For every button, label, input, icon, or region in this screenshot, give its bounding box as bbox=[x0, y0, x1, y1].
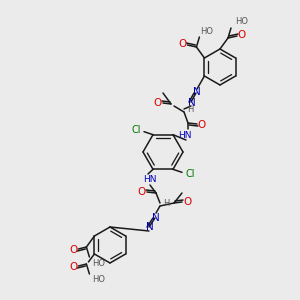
Text: O: O bbox=[138, 187, 146, 197]
Text: O: O bbox=[183, 197, 191, 207]
Text: HN: HN bbox=[143, 176, 157, 184]
Text: Cl: Cl bbox=[131, 125, 141, 135]
Text: HO: HO bbox=[200, 26, 213, 35]
Text: H: H bbox=[163, 200, 169, 208]
Text: HO: HO bbox=[92, 275, 105, 284]
Text: HN: HN bbox=[178, 130, 192, 140]
Text: N: N bbox=[188, 98, 196, 108]
Text: Cl: Cl bbox=[185, 169, 195, 179]
Text: O: O bbox=[178, 39, 187, 49]
Text: H: H bbox=[187, 106, 193, 115]
Text: O: O bbox=[154, 98, 162, 108]
Text: O: O bbox=[69, 262, 77, 272]
Text: O: O bbox=[69, 245, 77, 255]
Text: O: O bbox=[238, 30, 246, 40]
Text: N: N bbox=[152, 213, 160, 223]
Text: O: O bbox=[198, 120, 206, 130]
Text: HO: HO bbox=[92, 260, 105, 268]
Text: HO: HO bbox=[235, 17, 248, 26]
Text: N: N bbox=[193, 87, 201, 97]
Text: N: N bbox=[146, 222, 154, 232]
